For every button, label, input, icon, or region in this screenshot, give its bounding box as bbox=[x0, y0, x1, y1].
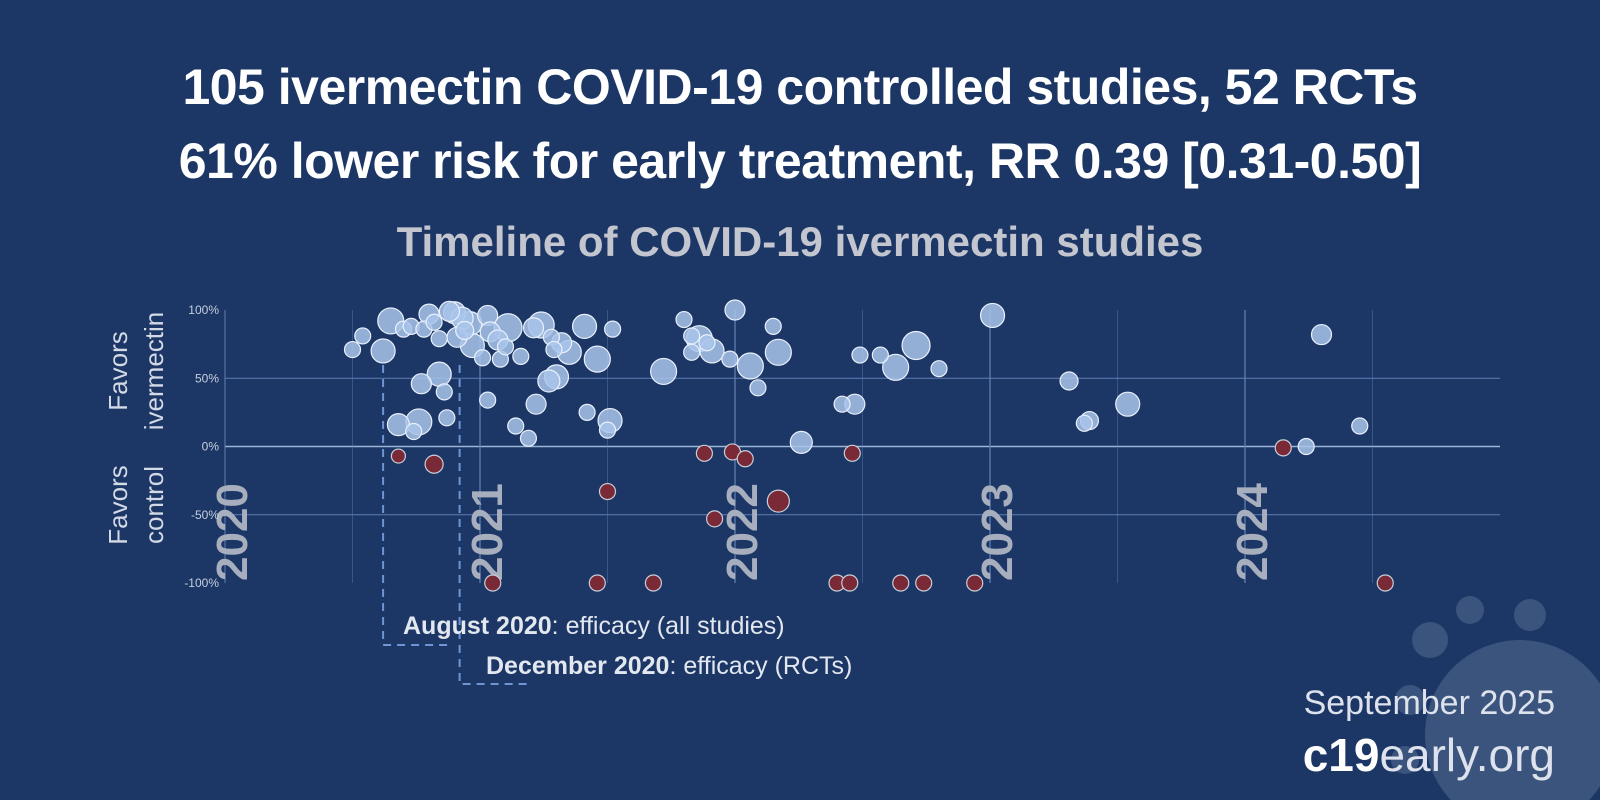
study-point bbox=[435, 383, 453, 401]
study-point bbox=[578, 403, 596, 421]
study-point bbox=[507, 417, 525, 435]
study-point bbox=[425, 313, 443, 331]
y-label-favors-ivermectin-line1: Favors bbox=[103, 331, 133, 410]
study-point bbox=[644, 574, 663, 592]
headline-studies: 105 ivermectin COVID-19 controlled studi… bbox=[182, 59, 1418, 115]
study-point bbox=[683, 327, 701, 345]
study-point bbox=[1310, 323, 1333, 346]
study-point bbox=[571, 313, 598, 339]
year-label-2024: 2024 bbox=[1228, 483, 1277, 581]
headline-risk: 61% lower risk for early treatment, RR 0… bbox=[178, 133, 1422, 189]
study-point bbox=[915, 574, 933, 592]
annotation-line-december-2020 bbox=[458, 365, 530, 685]
annotation-line-august-2020 bbox=[382, 365, 454, 646]
study-point bbox=[966, 574, 984, 592]
study-point bbox=[1297, 437, 1315, 456]
study-point bbox=[764, 317, 782, 335]
y-tick-label: 0% bbox=[202, 440, 220, 454]
study-point bbox=[424, 454, 444, 474]
study-point bbox=[519, 429, 538, 447]
study-point bbox=[979, 302, 1006, 329]
study-point bbox=[537, 369, 561, 393]
chart-title: Timeline of COVID-19 ivermectin studies bbox=[396, 218, 1204, 265]
study-point bbox=[649, 357, 678, 386]
study-point bbox=[833, 395, 851, 413]
footer-brand-bold: c19 bbox=[1302, 729, 1380, 781]
study-point bbox=[354, 327, 372, 345]
y-label-favors-control-line2: control bbox=[139, 466, 169, 544]
study-point bbox=[721, 350, 739, 368]
study-point bbox=[496, 338, 515, 356]
study-point bbox=[598, 482, 617, 501]
y-tick-label: -100% bbox=[184, 576, 219, 590]
virus-icon bbox=[1391, 596, 1600, 800]
study-point bbox=[583, 345, 611, 373]
study-point bbox=[871, 346, 889, 364]
footer-brand-rest: early.org bbox=[1379, 729, 1555, 781]
study-point bbox=[405, 422, 423, 441]
annotation-december-2020-text: : efficacy (RCTs) bbox=[669, 652, 852, 680]
study-point bbox=[512, 347, 530, 366]
study-point bbox=[1075, 414, 1093, 432]
footer-date: September 2025 bbox=[1303, 684, 1555, 722]
study-point bbox=[683, 343, 701, 361]
study-point bbox=[695, 444, 714, 462]
study-point bbox=[843, 444, 861, 462]
annotation-august-2020-bold: August 2020 bbox=[403, 612, 552, 640]
study-point bbox=[1376, 574, 1394, 592]
year-label-2021: 2021 bbox=[463, 483, 512, 581]
year-label-2023: 2023 bbox=[973, 483, 1022, 581]
study-point bbox=[438, 300, 460, 322]
study-point bbox=[522, 317, 545, 339]
study-point bbox=[1351, 417, 1369, 435]
study-point bbox=[545, 340, 563, 359]
y-label-favors-control-line1: Favors bbox=[103, 465, 133, 544]
annotation-december-2020-bold: December 2020 bbox=[486, 652, 669, 680]
y-tick-label: 50% bbox=[195, 371, 219, 385]
study-point bbox=[698, 334, 716, 352]
study-point bbox=[736, 450, 754, 468]
y-tick-label: -50% bbox=[191, 508, 219, 522]
study-point bbox=[410, 373, 432, 395]
annotation-august-2020: August 2020: efficacy (all studies) bbox=[403, 612, 785, 640]
study-point bbox=[705, 510, 724, 528]
study-point bbox=[766, 489, 790, 513]
study-point bbox=[525, 393, 547, 415]
study-point bbox=[598, 421, 617, 439]
study-point bbox=[438, 409, 456, 427]
study-point bbox=[1059, 371, 1079, 391]
study-point bbox=[370, 338, 396, 364]
study-point bbox=[764, 338, 792, 366]
study-point bbox=[1274, 439, 1292, 457]
study-point bbox=[343, 340, 362, 359]
study-point bbox=[736, 352, 764, 380]
study-point bbox=[851, 346, 869, 364]
year-label-2020: 2020 bbox=[208, 483, 257, 581]
study-point bbox=[430, 330, 448, 348]
annotation-august-2020-text: : efficacy (all studies) bbox=[552, 612, 785, 640]
footer-brand: c19early.org bbox=[1303, 728, 1555, 782]
study-point bbox=[841, 574, 859, 592]
study-point bbox=[675, 310, 693, 329]
study-point bbox=[930, 360, 948, 378]
study-point bbox=[603, 320, 622, 338]
study-point bbox=[484, 574, 502, 592]
study-point bbox=[473, 349, 492, 367]
annotation-december-2020: December 2020: efficacy (RCTs) bbox=[486, 652, 852, 680]
study-point bbox=[724, 299, 746, 321]
study-point bbox=[390, 448, 406, 464]
y-label-favors-ivermectin-line2: ivermectin bbox=[139, 312, 169, 430]
y-tick-label: 100% bbox=[188, 303, 219, 317]
study-point bbox=[455, 320, 475, 341]
study-point bbox=[479, 391, 497, 409]
study-point bbox=[789, 430, 813, 455]
study-point bbox=[901, 330, 931, 361]
study-point bbox=[1115, 391, 1141, 417]
study-point bbox=[882, 353, 910, 381]
study-point bbox=[588, 574, 606, 592]
study-point bbox=[749, 379, 767, 397]
study-point bbox=[892, 574, 910, 592]
year-label-2022: 2022 bbox=[718, 483, 767, 581]
